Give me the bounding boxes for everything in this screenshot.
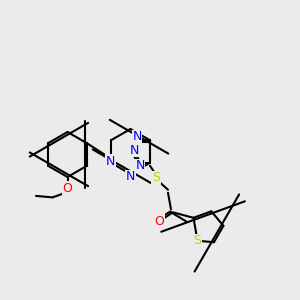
Text: N: N [126,170,135,184]
Text: N: N [130,143,139,157]
Text: S: S [194,234,202,247]
Text: N: N [135,159,145,172]
Text: O: O [154,215,164,228]
Text: N: N [132,130,142,143]
Text: S: S [152,171,160,184]
Text: O: O [63,182,72,195]
Text: N: N [106,155,115,168]
